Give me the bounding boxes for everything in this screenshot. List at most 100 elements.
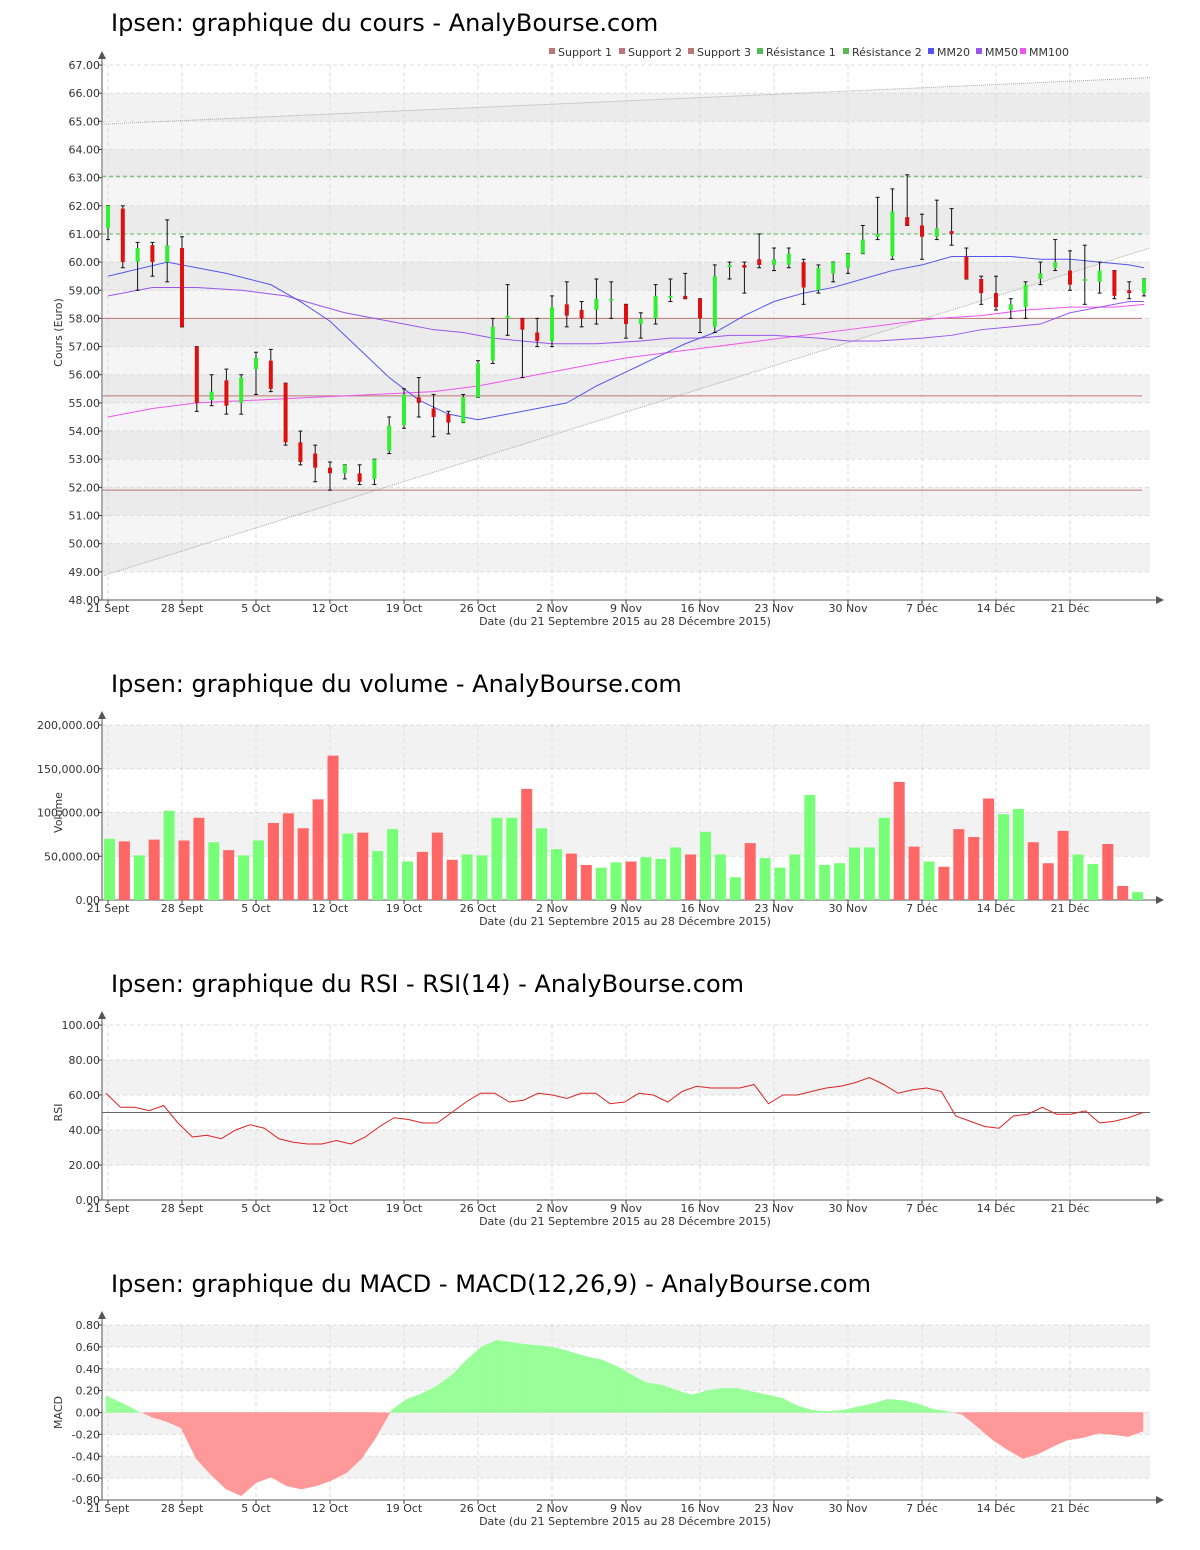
macd-area-segment (1037, 1412, 1054, 1455)
macd-area-segment (857, 1403, 873, 1413)
price-xtick-label: 28 Sept (161, 602, 204, 615)
macd-xtick-label: 21 Sept (87, 1502, 130, 1515)
candle-body (742, 264, 747, 268)
candle-body (564, 304, 569, 316)
candle-body (239, 377, 244, 403)
volume-bar (789, 854, 801, 900)
mm100-line (107, 303, 1145, 418)
volume-bar (536, 828, 548, 900)
rsi-xtick-label: 16 Nov (681, 1202, 720, 1215)
volume-bar (893, 781, 905, 900)
macd-chart-title: Ipsen: graphique du MACD - MACD(12,26,9)… (111, 1270, 871, 1298)
legend-label: Support 1 (558, 46, 612, 59)
candle-body (1008, 304, 1013, 310)
price-ytick-label: 58.00 (69, 312, 101, 325)
candle-body (772, 259, 776, 265)
candle-body (431, 408, 436, 417)
volume-bar (1027, 842, 1039, 900)
macd-area-segment (406, 1393, 422, 1413)
candle-body (106, 205, 110, 229)
rsi-xtick-label: 23 Nov (755, 1202, 794, 1215)
macd-ytick-label: 0.60 (76, 1341, 101, 1354)
candle-body (964, 256, 969, 279)
macd-area-segment (451, 1359, 467, 1413)
volume-xtick-label: 28 Sept (161, 902, 204, 915)
volume-bar (416, 851, 428, 900)
candle-body (1082, 279, 1087, 281)
candle-body (461, 397, 466, 423)
volume-bar (595, 867, 607, 900)
volume-bar (1012, 809, 1024, 900)
volume-bar (878, 817, 890, 900)
macd-area-segment (255, 1412, 272, 1483)
volume-bar (431, 832, 443, 900)
price-y-axis-arrow (98, 51, 106, 59)
mm20-line (107, 255, 1145, 421)
volume-bar (491, 817, 503, 900)
macd-ytick-label: -0.40 (72, 1450, 100, 1463)
mm50-line (107, 286, 1144, 345)
volume-xtick-label: 2 Nov (536, 902, 568, 915)
volume-bar (849, 847, 860, 900)
candle-body (402, 394, 406, 426)
candle-body (698, 298, 702, 319)
macd-area-segment (691, 1390, 708, 1413)
rsi-xtick-label: 9 Nov (610, 1202, 642, 1215)
macd-area-segment (706, 1388, 723, 1413)
legend-swatch (619, 48, 625, 54)
macd-ytick-label: 0.20 (76, 1385, 101, 1398)
legend-label: Support 3 (697, 46, 751, 59)
candle-body (298, 442, 303, 463)
candle-body (831, 262, 836, 274)
macd-ytick-label: -0.60 (72, 1472, 100, 1485)
volume-bar (476, 855, 488, 900)
macd-area-segment (1097, 1412, 1114, 1435)
candle-body (446, 414, 451, 423)
macd-area-segment (496, 1339, 513, 1413)
volume-bar (327, 755, 339, 900)
volume-bar (923, 861, 935, 900)
macd-area-segment (136, 1410, 142, 1413)
candle-body (786, 253, 791, 265)
volume-xtick-label: 19 Oct (386, 902, 423, 915)
price-ytick-label: 49.00 (69, 566, 101, 579)
volume-ytick-label: 50,000.00 (44, 850, 100, 863)
volume-xtick-label: 23 Nov (755, 902, 794, 915)
macd-area-segment (601, 1359, 618, 1413)
volume-bar (551, 849, 562, 900)
rsi-xtick-label: 19 Oct (386, 1202, 423, 1215)
candle-body (653, 295, 658, 319)
candle-body (387, 425, 392, 451)
macd-xtick-label: 2 Nov (536, 1502, 568, 1515)
candle-body (890, 211, 895, 257)
volume-bar (1072, 854, 1084, 900)
candle-body (668, 295, 673, 298)
volume-xtick-label: 16 Nov (681, 902, 720, 915)
price-x-axis-label: Date (du 21 Septembre 2015 au 28 Décembr… (479, 615, 771, 628)
volume-bar (953, 829, 965, 900)
price-ytick-label: 52.00 (69, 481, 101, 494)
candle-body (979, 279, 984, 294)
macd-area-segment (751, 1391, 768, 1413)
candle-body (1053, 262, 1058, 268)
volume-bar (565, 853, 577, 900)
macd-area-segment (120, 1402, 137, 1413)
macd-area-segment (782, 1397, 798, 1413)
volume-bar (133, 855, 145, 900)
price-ytick-label: 50.00 (69, 538, 101, 551)
candle-body (550, 307, 554, 341)
macd-area-segment (646, 1382, 663, 1413)
macd-area-segment (721, 1388, 738, 1413)
legend-swatch (976, 48, 982, 54)
macd-area-segment (225, 1412, 242, 1497)
macd-area-segment (180, 1412, 197, 1459)
candle-body (1142, 279, 1146, 294)
legend-label: MM100 (1029, 46, 1069, 59)
rsi-xtick-label: 5 Oct (241, 1202, 271, 1215)
rsi-x-axis-label: Date (du 21 Septembre 2015 au 28 Décembr… (479, 1215, 771, 1228)
rsi-chart-title: Ipsen: graphique du RSI - RSI(14) - Anal… (111, 970, 745, 998)
volume-bar (163, 810, 175, 900)
volume-xtick-label: 30 Nov (829, 902, 868, 915)
macd-area-segment (1007, 1412, 1024, 1459)
